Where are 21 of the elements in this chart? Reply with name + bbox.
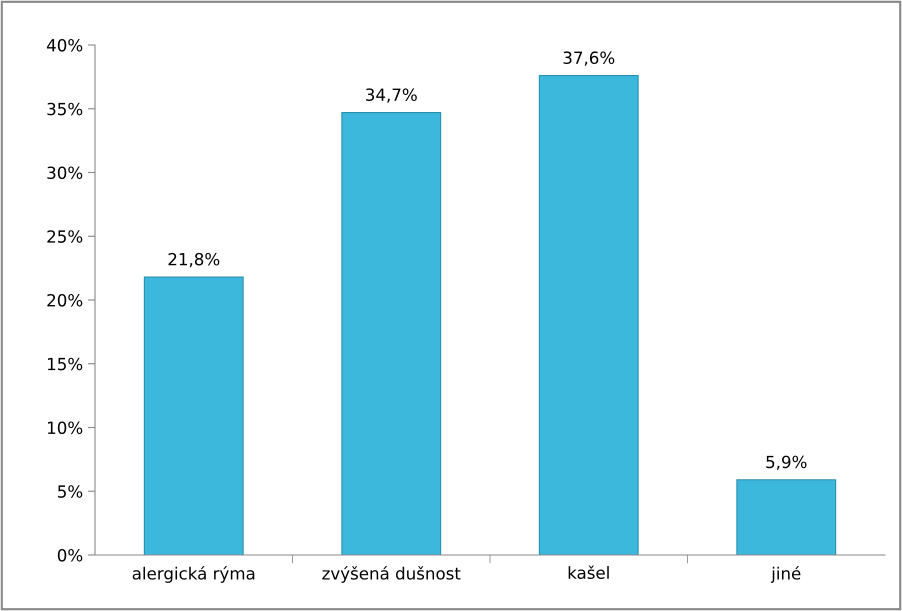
y-tick-label: 20%	[47, 294, 82, 307]
y-tick-label: 10%	[48, 421, 82, 434]
bar	[538, 75, 639, 555]
y-tick-label: 15%	[48, 358, 82, 370]
y-tick-label: 25%	[47, 230, 82, 243]
data-label: 5,9%	[766, 456, 806, 470]
bar	[341, 112, 442, 555]
y-tick-label: 30%	[47, 166, 82, 180]
data-label: 34,7%	[366, 88, 417, 103]
y-tick-label: 5%	[58, 485, 82, 498]
data-label: 21,8%	[168, 252, 220, 268]
y-tick-label: 40%	[46, 38, 82, 52]
bar	[144, 276, 244, 555]
x-tick-label: zvýšená dušnost	[322, 566, 460, 583]
x-tick-label: kašel	[568, 565, 609, 580]
y-tick-label: 0%	[58, 548, 82, 562]
bar	[736, 479, 836, 555]
x-tick-label: jiné	[770, 566, 800, 583]
x-tick-label: alergická rýma	[132, 566, 254, 583]
data-label: 37,6%	[564, 51, 614, 66]
y-tick-label: 35%	[47, 102, 82, 116]
